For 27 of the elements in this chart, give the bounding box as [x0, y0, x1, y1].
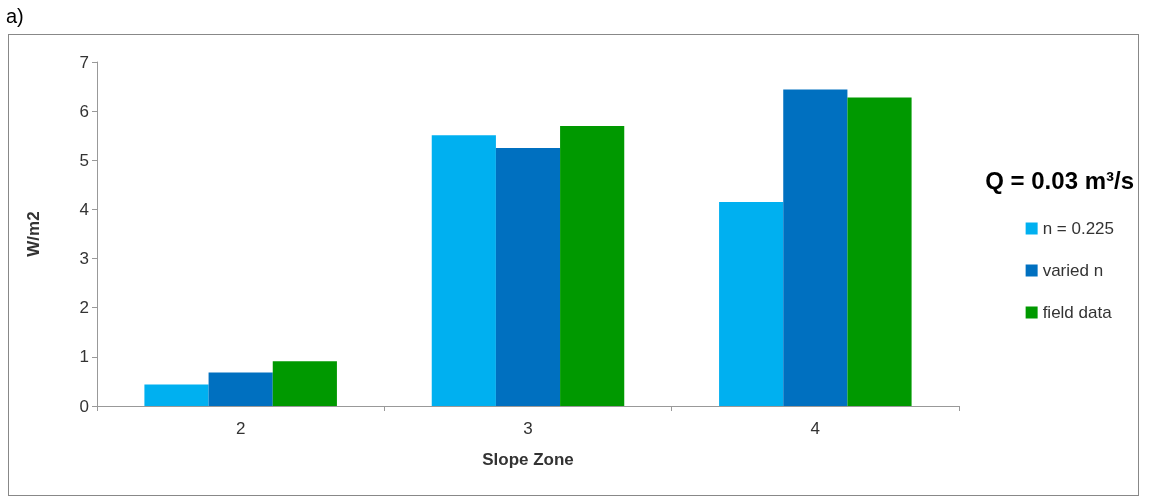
y-tick-label: 4: [79, 199, 89, 219]
y-tick-label: 0: [79, 396, 89, 416]
bar: [495, 148, 561, 406]
legend-label: varied n: [1042, 261, 1104, 280]
x-axis-title: Slope Zone: [482, 450, 574, 469]
x-tick-label: 3: [523, 419, 533, 438]
bar: [208, 372, 273, 406]
bar: [783, 89, 848, 406]
y-tick-label: 1: [79, 347, 89, 367]
text: Q = 0.03 m³/s: [985, 166, 1134, 194]
bar: [144, 384, 209, 406]
bar: [431, 135, 496, 406]
legend-label: n = 0.225: [1042, 219, 1114, 238]
bar: [272, 361, 337, 406]
y-tick-label: 6: [79, 101, 89, 121]
bar: [847, 97, 912, 406]
y-tick-label: 7: [79, 52, 89, 72]
bar: [560, 125, 625, 406]
bar: [719, 202, 784, 406]
x-tick-label: 4: [810, 419, 821, 438]
y-tick-label: 2: [79, 298, 89, 318]
text: a): [6, 5, 24, 27]
y-tick-label: 5: [79, 150, 89, 170]
y-tick-label: 3: [79, 249, 89, 269]
y-axis-title: W/m2: [24, 211, 43, 257]
legend-label: field data: [1042, 303, 1113, 322]
x-tick-label: 2: [235, 419, 246, 438]
